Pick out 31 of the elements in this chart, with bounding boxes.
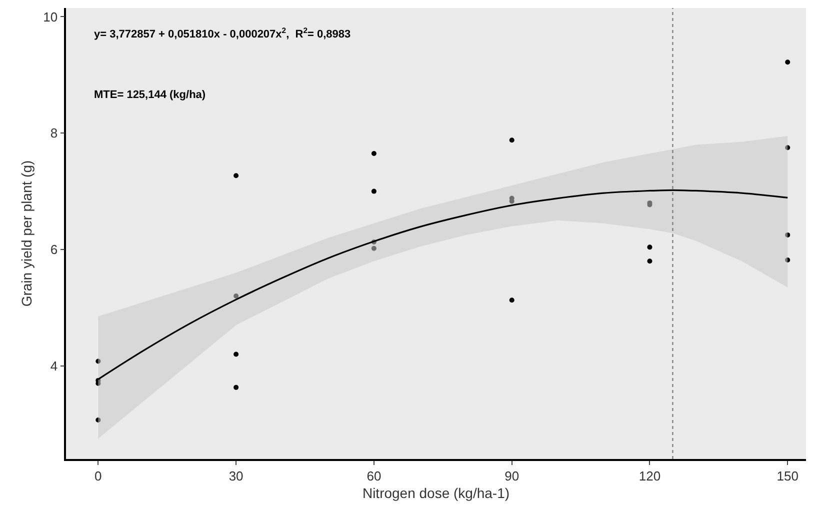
x-tick-label: 30 xyxy=(228,468,244,484)
point xyxy=(785,60,790,65)
y-tick-label: 10 xyxy=(43,9,58,24)
point xyxy=(509,138,514,143)
point xyxy=(234,173,239,178)
x-tick-label: 0 xyxy=(94,468,102,484)
x-tick-label: 120 xyxy=(638,468,661,484)
point xyxy=(234,294,239,299)
y-axis-title: Grain yield per plant (g) xyxy=(18,160,34,307)
point xyxy=(96,418,101,423)
point xyxy=(371,188,376,194)
point xyxy=(785,257,790,262)
x-axis-title: Nitrogen dose (kg/ha-1) xyxy=(362,485,510,502)
y-tick-label: 8 xyxy=(50,126,58,141)
point xyxy=(234,352,239,357)
annotation: MTE= 125,144 (kg/ha) xyxy=(94,89,206,101)
y-tick-label: 6 xyxy=(50,242,58,258)
point xyxy=(509,298,514,303)
y-tick-label: 4 xyxy=(50,358,58,374)
x-tick-label: 60 xyxy=(366,468,382,484)
point xyxy=(234,384,239,390)
point xyxy=(785,145,790,150)
point xyxy=(371,246,376,251)
annotation: y= 3,772857 + 0,051810x - 0,000207x$^{2}$, R$^{2}$= 0,8983 xyxy=(94,26,351,41)
x-tick-label: 150 xyxy=(776,468,798,484)
x-tick-label: 90 xyxy=(504,468,520,484)
point xyxy=(785,232,790,238)
point xyxy=(647,244,652,250)
point xyxy=(647,258,652,264)
point xyxy=(96,358,101,364)
point xyxy=(371,150,376,156)
